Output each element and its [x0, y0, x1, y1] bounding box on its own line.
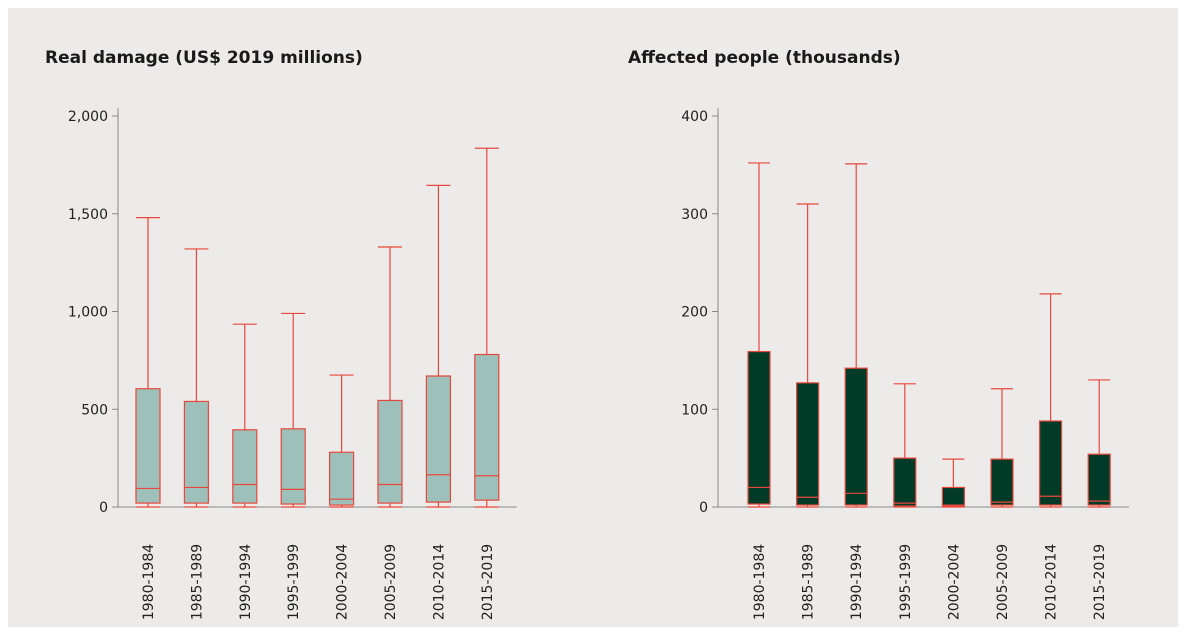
affected-category-label: 1990-1994 [849, 544, 865, 620]
damage-y-tick-label: 0 [99, 500, 108, 516]
affected-category-label: 2015-2019 [1092, 544, 1108, 620]
damage-box-1980-1984 [135, 388, 161, 504]
damage-box-1990-1994 [232, 429, 258, 504]
damage-box-2000-2004 [329, 451, 355, 506]
affected-category-label: 2010-2014 [1044, 544, 1060, 620]
damage-category-label: 1995-1999 [286, 544, 302, 620]
damage-category-label: 2010-2014 [431, 544, 447, 620]
affected-category-label: 1980-1984 [752, 544, 768, 620]
affected-category-label: 2000-2004 [946, 544, 962, 620]
affected-box-1995-1999 [893, 457, 917, 507]
damage-category-label: 2005-2009 [383, 544, 399, 620]
damage-category-label: 2000-2004 [335, 544, 351, 620]
chart-title-damage: Real damage (US$ 2019 millions) [45, 48, 363, 68]
damage-y-tick-label: 500 [81, 402, 108, 418]
affected-category-label: 1995-1999 [898, 544, 914, 620]
affected-y-tick-label: 300 [681, 207, 708, 223]
affected-box-2005-2009 [990, 458, 1014, 506]
affected-category-label: 2005-2009 [995, 544, 1011, 620]
damage-category-label: 1985-1989 [189, 544, 205, 620]
affected-box-1985-1989 [795, 382, 820, 506]
damage-category-label: 1980-1984 [141, 544, 157, 620]
damage-box-1995-1999 [280, 428, 306, 505]
damage-box-1985-1989 [183, 400, 209, 504]
damage-box-2005-2009 [377, 399, 403, 504]
affected-y-tick-label: 200 [681, 305, 708, 321]
affected-box-1990-1994 [844, 367, 868, 506]
affected-y-tick-label: 100 [681, 402, 708, 418]
affected-category-label: 1985-1989 [801, 544, 817, 620]
damage-y-tick-label: 2,000 [68, 109, 108, 125]
chart-title-affected: Affected people (thousands) [628, 48, 901, 68]
affected-box-2000-2004 [941, 486, 966, 507]
affected-box-2010-2014 [1038, 420, 1063, 506]
figure-panel [8, 8, 1178, 627]
affected-box-1980-1984 [747, 350, 771, 505]
affected-y-tick-label: 0 [699, 500, 708, 516]
damage-box-2010-2014 [425, 375, 451, 503]
damage-category-label: 1990-1994 [238, 544, 254, 620]
damage-y-tick-label: 1,000 [68, 305, 108, 321]
damage-y-tick-label: 1,500 [68, 207, 108, 223]
damage-box-2015-2019 [474, 353, 500, 501]
damage-category-label: 2015-2019 [480, 544, 496, 620]
affected-box-2015-2019 [1087, 453, 1111, 506]
affected-y-tick-label: 400 [681, 109, 708, 125]
